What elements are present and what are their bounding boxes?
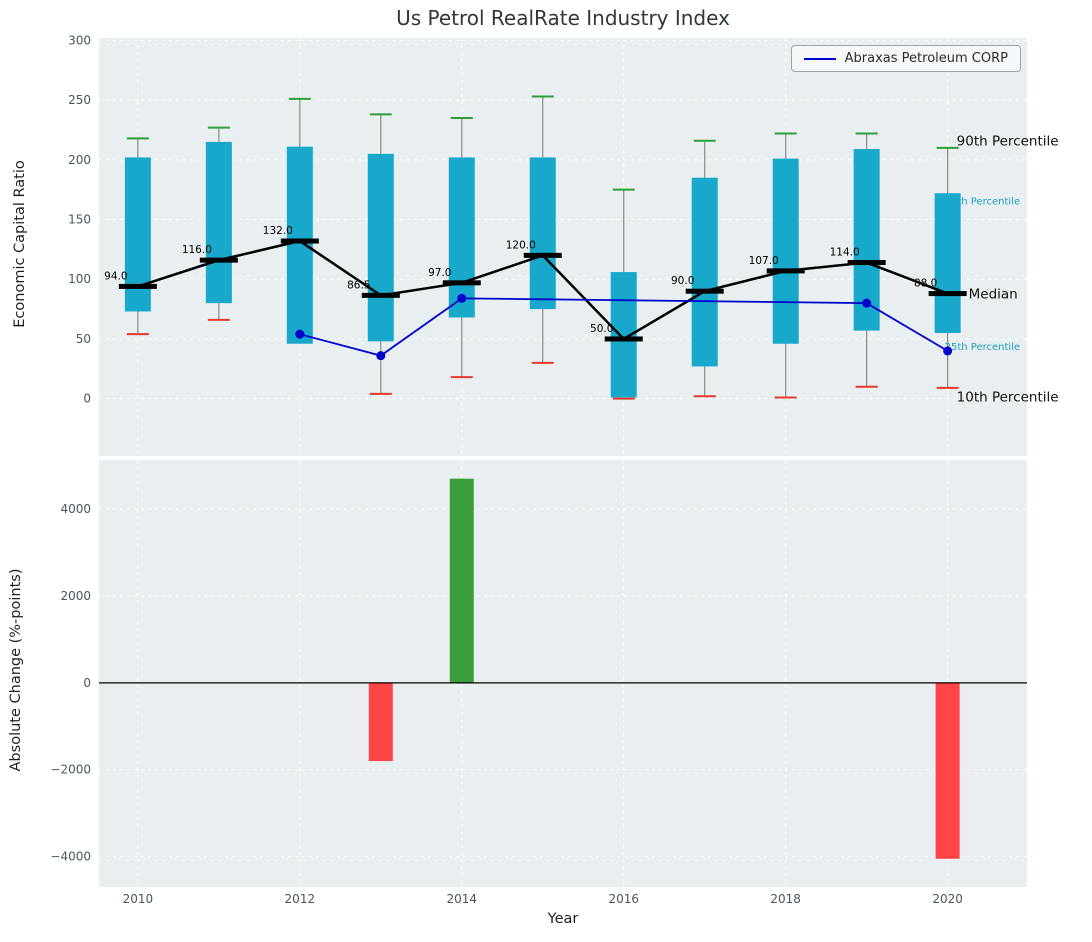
- x-tick-label: 2012: [285, 892, 316, 906]
- top-y-tick-label: 300: [68, 33, 91, 47]
- company-point-2020: [943, 346, 953, 356]
- annotation-75th-percentile: 75th Percentile: [945, 196, 1021, 207]
- top-y-tick-label: 100: [68, 272, 91, 286]
- percentile-box-2013: [367, 153, 394, 342]
- x-axis-label: Year: [547, 911, 579, 927]
- change-bar-2013: [368, 682, 393, 762]
- top-y-tick-label: 250: [68, 93, 91, 107]
- median-label-2011: 116.0: [182, 244, 212, 256]
- median-label-2020: 88.0: [914, 278, 937, 290]
- bottom-y-tick-label: −2000: [50, 763, 91, 777]
- median-label-2019: 114.0: [830, 247, 860, 259]
- median-marker-2019: [847, 260, 886, 266]
- median-label-2014: 97.0: [428, 267, 451, 279]
- median-marker-2017: [685, 288, 724, 294]
- median-marker-2011: [199, 257, 238, 263]
- median-marker-2018: [766, 268, 805, 274]
- x-tick-label: 2014: [447, 892, 478, 906]
- percentile-box-2015: [529, 157, 556, 310]
- median-marker-2013: [361, 292, 400, 298]
- annotation-90th-percentile: 90th Percentile: [957, 134, 1059, 150]
- percentile-box-2014: [448, 157, 475, 318]
- percentile-box-2017: [691, 177, 718, 367]
- company-point-2012: [295, 329, 305, 339]
- median-label-2015: 120.0: [506, 239, 536, 251]
- median-marker-2020: [928, 291, 967, 297]
- median-label-2018: 107.0: [749, 255, 779, 267]
- percentile-box-2018: [772, 158, 799, 344]
- median-label-2017: 90.0: [671, 275, 694, 287]
- bottom-y-tick-label: 4000: [60, 502, 91, 516]
- top-y-tick-label: 200: [68, 153, 91, 167]
- median-marker-2016: [604, 336, 643, 342]
- x-tick-label: 2020: [932, 892, 963, 906]
- annotation-median: Median: [969, 287, 1018, 303]
- median-label-2016: 50.0: [590, 323, 613, 335]
- legend: Abraxas Petroleum CORP: [790, 45, 1021, 72]
- bottom-y-tick-label: 0: [83, 676, 91, 690]
- top-y-tick-label: 150: [68, 213, 91, 227]
- median-marker-2014: [442, 280, 481, 286]
- top-axes-background: [99, 38, 1027, 456]
- legend-label: Abraxas Petroleum CORP: [844, 51, 1008, 66]
- change-bar-2014: [449, 478, 474, 683]
- bottom-axes-background: [99, 460, 1027, 887]
- x-tick-label: 2010: [123, 892, 154, 906]
- company-point-2014: [457, 293, 467, 303]
- median-marker-2015: [523, 252, 562, 258]
- top-y-tick-label: 50: [76, 332, 91, 346]
- median-label-2010: 94.0: [104, 270, 127, 282]
- bottom-y-axis-label: Absolute Change (%-points): [8, 568, 24, 772]
- annotation-10th-percentile: 10th Percentile: [957, 389, 1059, 405]
- x-tick-label: 2018: [770, 892, 801, 906]
- company-point-2013: [376, 351, 386, 361]
- top-y-tick-label: 0: [83, 392, 91, 406]
- annotation-25th-percentile: 25th Percentile: [945, 342, 1021, 353]
- median-marker-2010: [118, 283, 157, 289]
- percentile-box-2011: [205, 141, 232, 304]
- bottom-y-tick-label: 2000: [60, 589, 91, 603]
- chart-title: Us Petrol RealRate Industry Index: [396, 6, 730, 30]
- top-y-axis-label: Economic Capital Ratio: [12, 160, 28, 328]
- percentile-box-2020: [934, 193, 961, 333]
- bottom-y-tick-label: −4000: [50, 850, 91, 864]
- x-tick-label: 2016: [608, 892, 639, 906]
- legend-line-icon: [803, 57, 836, 60]
- median-label-2012: 132.0: [263, 225, 293, 237]
- median-label-2013: 86.5: [347, 279, 370, 291]
- percentile-box-2012: [286, 146, 313, 344]
- change-bar-2020: [935, 682, 960, 859]
- company-point-2019: [862, 298, 872, 308]
- median-marker-2012: [280, 238, 319, 244]
